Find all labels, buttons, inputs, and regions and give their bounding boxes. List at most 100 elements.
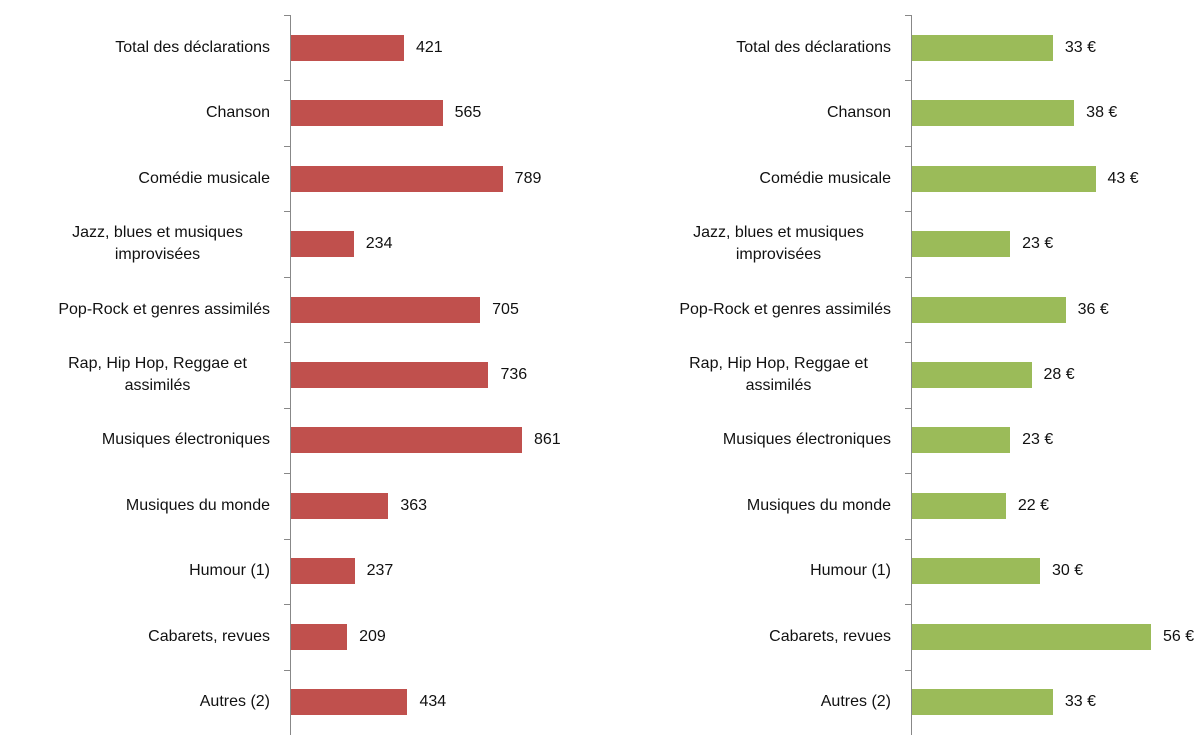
separator-tick (905, 473, 911, 475)
text: Musiques électroniques (722, 431, 891, 449)
bar (291, 558, 355, 585)
text: 736 (500, 366, 528, 383)
text: Jazz, blues et musiques improvisées (72, 224, 243, 264)
bar (291, 231, 354, 258)
category-label: Jazz, blues et musiques improvisées (621, 214, 891, 274)
separator-tick (905, 342, 911, 344)
text: 22 € (1017, 496, 1050, 514)
text: Comédie musicale (759, 169, 891, 187)
text: 237 (366, 562, 394, 580)
separator-tick (284, 604, 290, 606)
text: 234 (365, 235, 393, 253)
separator-tick (905, 669, 911, 671)
text: Rap, Hip Hop, Reggae et assimilés (68, 355, 247, 394)
value-label: 38 € (1086, 103, 1117, 123)
value-label: 234 (366, 234, 393, 254)
bar (291, 34, 404, 61)
bar (912, 362, 1032, 388)
category-label: Pop-Rock et genres assimilés (0, 280, 270, 340)
value-label: 56 € (1163, 627, 1194, 647)
text: Comédie musicale (138, 169, 270, 187)
separator-tick (905, 211, 911, 213)
value-label: 705 (492, 300, 519, 320)
text: Total des déclarations (736, 38, 891, 56)
bar (291, 623, 348, 650)
value-label: 363 (400, 496, 427, 516)
separator-tick (905, 276, 911, 278)
bar (912, 427, 1011, 454)
value-label: 43 € (1108, 169, 1139, 189)
text: Cabarets, revues (148, 627, 270, 645)
text: 33 € (1064, 693, 1096, 711)
text: 33 € (1064, 38, 1096, 56)
category-label: Musiques électroniques (621, 410, 891, 470)
text: 421 (415, 38, 443, 56)
text: Musiques du monde (125, 496, 270, 514)
value-label: 237 (367, 561, 394, 581)
category-label: Cabarets, revues (621, 607, 891, 667)
separator-tick (905, 407, 911, 409)
text: Autres (2) (199, 693, 270, 711)
value-label: 22 € (1018, 496, 1049, 516)
category-label: Autres (2) (621, 672, 891, 732)
separator-tick (284, 145, 290, 147)
separator-tick (284, 15, 290, 16)
text: 565 (454, 104, 482, 122)
category-label: Humour (1) (0, 541, 270, 601)
category-label: Musiques électroniques (0, 410, 270, 470)
text: Pop-Rock et genres assimilés (58, 300, 270, 318)
separator-tick (284, 80, 290, 82)
value-label: 33 € (1065, 692, 1096, 712)
value-label: 434 (419, 692, 446, 712)
text: Total des déclarations (115, 38, 270, 56)
text: Musiques électroniques (101, 431, 270, 449)
bar (912, 623, 1151, 650)
separator-tick (905, 604, 911, 606)
text: 789 (514, 169, 542, 187)
bar (912, 231, 1011, 258)
text: Humour (1) (189, 562, 270, 580)
separator-tick (284, 211, 290, 213)
value-label: 33 € (1065, 38, 1096, 58)
text: 23 € (1022, 235, 1054, 253)
text: Cabarets, revues (769, 627, 891, 645)
text: 28 € (1043, 366, 1075, 383)
value-label: 209 (359, 627, 386, 647)
category-label: Humour (1) (621, 541, 891, 601)
bar (912, 492, 1006, 519)
category-label: Musiques du monde (621, 476, 891, 536)
value-label: 421 (416, 38, 443, 58)
bar (912, 165, 1096, 192)
text: Musiques du monde (746, 496, 891, 514)
text: 38 € (1086, 104, 1118, 122)
separator-tick (905, 538, 911, 540)
bar (291, 427, 522, 454)
category-label: Rap, Hip Hop, Reggae et assimilés (621, 345, 891, 405)
value-label: 736 (500, 365, 527, 385)
separator-tick (284, 669, 290, 671)
bar (912, 100, 1075, 127)
bar (291, 689, 408, 716)
separator-tick (284, 276, 290, 278)
category-label: Total des déclarations (0, 18, 270, 78)
category-label: Total des déclarations (621, 18, 891, 78)
category-label: Comédie musicale (0, 149, 270, 209)
text: 209 (359, 627, 386, 645)
separator-tick (905, 15, 911, 16)
separator-tick (284, 538, 290, 540)
separator-tick (905, 145, 911, 147)
text: 705 (492, 300, 519, 318)
category-label: Autres (2) (0, 672, 270, 732)
text: 30 € (1052, 562, 1084, 580)
text: Humour (1) (810, 562, 891, 580)
category-label: Comédie musicale (621, 149, 891, 209)
separator-tick (284, 342, 290, 344)
category-label: Musiques du monde (0, 476, 270, 536)
bar (291, 296, 481, 323)
text: Chanson (205, 104, 270, 122)
text: 434 (419, 693, 447, 711)
text: Autres (2) (820, 693, 891, 711)
category-label: Chanson (0, 83, 270, 143)
bar (912, 689, 1053, 716)
